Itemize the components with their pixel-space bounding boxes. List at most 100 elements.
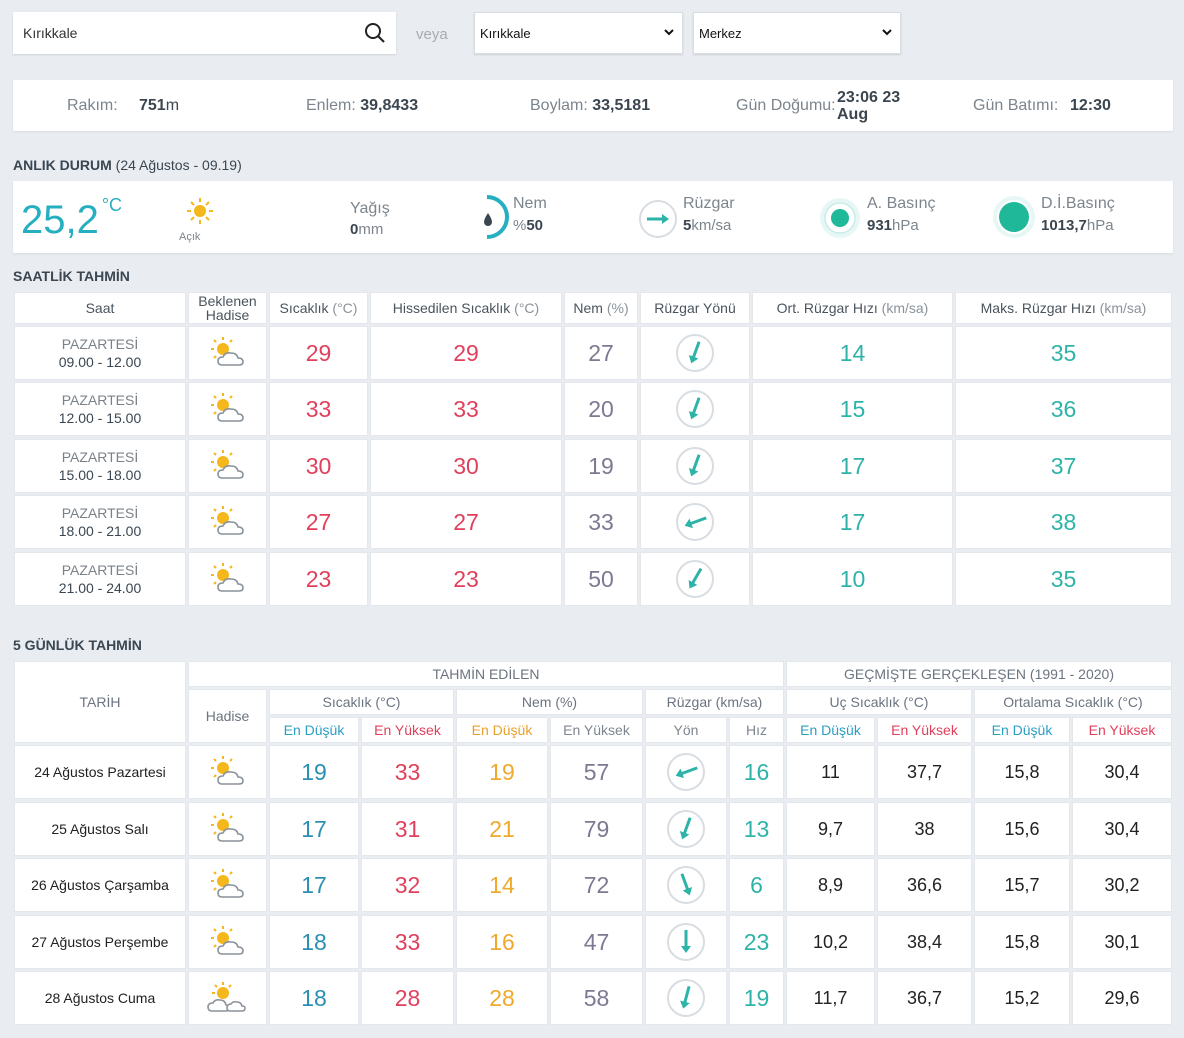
daily-row-hum-high: 57 <box>551 746 642 798</box>
daily-row-hum-high: 72 <box>551 859 642 911</box>
daily-row-wind-dir <box>646 746 726 798</box>
altitude-value: 751m <box>139 97 180 114</box>
sun-icon <box>187 198 213 224</box>
daily-header-extreme-high: En Yüksek <box>878 718 971 742</box>
hourly-row-time: PAZARTESİ 12.00 - 15.00 <box>15 383 185 435</box>
daily-row-avg-low: 15,8 <box>975 746 1069 798</box>
rain-value: 0mm <box>350 221 384 238</box>
wind-direction-icon <box>667 810 705 848</box>
hourly-row-temp: 29 <box>270 327 367 379</box>
current-section-title: ANLIK DURUM (24 Ağustos - 09.19) <box>13 157 242 173</box>
daily-row-extreme-high: 36,7 <box>878 972 971 1024</box>
daily-header-average: Ortalama Sıcaklık (°C) <box>975 690 1171 714</box>
daily-row-extreme-low: 11 <box>787 746 874 798</box>
sunrise-value: 23:06 23 Aug <box>837 89 901 123</box>
pressure-icon <box>820 198 860 238</box>
daily-row-extreme-high: 36,6 <box>878 859 971 911</box>
hourly-row-time: PAZARTESİ 21.00 - 24.00 <box>15 553 185 605</box>
hourly-row-wind-avg: 17 <box>753 496 952 548</box>
daily-header-past: GEÇMİŞTE GERÇEKLEŞEN (1991 - 2020) <box>787 662 1171 686</box>
daily-row-extreme-low: 9,7 <box>787 803 874 855</box>
daily-section-title: 5 GÜNLÜK TAHMİN <box>13 637 142 653</box>
daily-row-wind-speed: 19 <box>730 972 783 1024</box>
daily-row-temp-low: 17 <box>270 803 358 855</box>
hourly-header-wind-avg: Ort. Rüzgar Hızı (km/sa) <box>753 293 952 323</box>
partly-cloudy-icon <box>210 563 244 592</box>
hourly-row-wind-max: 35 <box>956 553 1171 605</box>
hourly-row-feels: 27 <box>371 496 561 548</box>
hourly-row-wind-dir <box>641 327 749 379</box>
hourly-row-humidity: 27 <box>565 327 637 379</box>
sunset-value: 12:30 <box>1070 97 1111 114</box>
daily-header-extreme: Uç Sıcaklık (°C) <box>787 690 971 714</box>
daily-row-date: 24 Ağustos Pazartesi <box>15 746 185 798</box>
altitude-label: Rakım: <box>67 97 118 114</box>
hourly-row-time: PAZARTESİ 09.00 - 12.00 <box>15 327 185 379</box>
daily-row-hum-high: 79 <box>551 803 642 855</box>
longitude: Boylam: 33,5181 <box>530 97 651 114</box>
hourly-row-humidity: 50 <box>565 553 637 605</box>
daily-row-event <box>189 972 266 1024</box>
hourly-row-time: PAZARTESİ 15.00 - 18.00 <box>15 440 185 492</box>
current-conditions: 25,2 °C Açık Yağış 0mm Nem %50 Rüzgar 5km… <box>13 181 1173 253</box>
daily-header-temp-low: En Düşük <box>270 718 358 742</box>
daily-row-avg-high: 30,4 <box>1073 803 1171 855</box>
search-icon[interactable] <box>364 22 386 44</box>
hourly-row-wind-avg: 15 <box>753 383 952 435</box>
wind-value: 5km/sa <box>683 217 732 234</box>
wind-direction-icon <box>639 200 677 238</box>
hourly-row-wind-max: 36 <box>956 383 1171 435</box>
daily-row-avg-high: 30,2 <box>1073 859 1171 911</box>
daily-row-avg-high: 30,1 <box>1073 916 1171 968</box>
daily-row-wind-dir <box>646 859 726 911</box>
daily-header-wind: Rüzgar (km/sa) <box>646 690 783 714</box>
hourly-row-event <box>189 496 266 548</box>
district-select-value: Merkez <box>699 26 742 41</box>
daily-row-hum-high: 58 <box>551 972 642 1024</box>
daily-row-date: 27 Ağustos Perşembe <box>15 916 185 968</box>
daily-header-wind-speed: Hız <box>730 718 783 742</box>
sea-pressure-value: 1013,7hPa <box>1041 217 1114 234</box>
hourly-row-event <box>189 383 266 435</box>
hourly-row-event <box>189 327 266 379</box>
humidity-value: %50 <box>513 217 544 234</box>
pressure-value: 931hPa <box>867 217 919 234</box>
wind-direction-icon <box>667 866 705 904</box>
daily-row-temp-high: 31 <box>362 803 453 855</box>
sunset-label: Gün Batımı: <box>973 97 1059 114</box>
or-label: veya <box>416 26 448 43</box>
search-input[interactable]: Kırıkkale <box>13 12 396 54</box>
wind-direction-icon <box>667 753 705 791</box>
wind-label: Rüzgar <box>683 195 735 212</box>
hourly-header-feels: Hissedilen Sıcaklık (°C) <box>371 293 561 323</box>
province-select[interactable]: Kırıkkale <box>474 12 683 54</box>
hourly-row-wind-dir <box>641 383 749 435</box>
current-temperature: 25,2 °C <box>21 195 123 242</box>
daily-header-extreme-low: En Düşük <box>787 718 874 742</box>
daily-row-hum-low: 19 <box>457 746 547 798</box>
rain-label: Yağış <box>350 200 390 217</box>
daily-header-event: Hadise <box>189 690 266 742</box>
daily-row-wind-dir <box>646 972 726 1024</box>
partly-cloudy-icon <box>210 450 244 479</box>
hourly-row-wind-dir <box>641 496 749 548</box>
current-condition: Açık <box>179 231 201 243</box>
daily-row-temp-high: 28 <box>362 972 453 1024</box>
latitude: Enlem: 39,8433 <box>306 97 419 114</box>
daily-row-temp-low: 19 <box>270 746 358 798</box>
hourly-header-humidity: Nem (%) <box>565 293 637 323</box>
daily-row-avg-high: 30,4 <box>1073 746 1171 798</box>
partly-cloudy-icon <box>210 337 244 366</box>
daily-header-wind-dir: Yön <box>646 718 726 742</box>
search-input-value: Kırıkkale <box>23 25 78 41</box>
daily-row-extreme-high: 37,7 <box>878 746 971 798</box>
wind-direction-icon <box>676 503 714 541</box>
partly-cloudy-icon <box>210 869 244 898</box>
hourly-row-humidity: 20 <box>565 383 637 435</box>
daily-row-extreme-high: 38,4 <box>878 916 971 968</box>
hourly-section-title: SAATLİK TAHMİN <box>13 268 130 284</box>
hourly-row-temp: 23 <box>270 553 367 605</box>
district-select[interactable]: Merkez <box>693 12 901 54</box>
daily-row-date: 26 Ağustos Çarşamba <box>15 859 185 911</box>
daily-row-wind-dir <box>646 916 726 968</box>
